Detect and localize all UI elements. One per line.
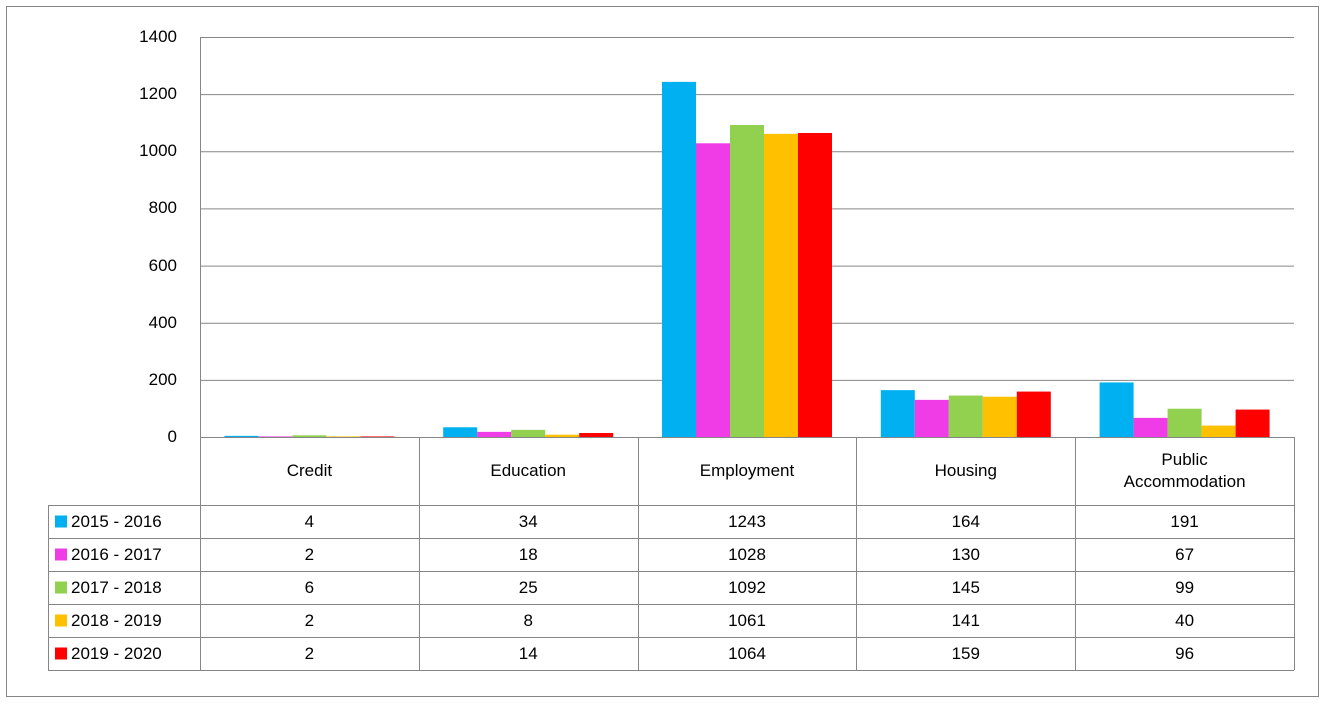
y-tick-label: 800 <box>148 198 177 218</box>
bar <box>579 433 614 437</box>
bar <box>545 434 580 437</box>
bar <box>224 435 259 437</box>
y-tick-label: 1000 <box>139 141 177 161</box>
table-value: 1243 <box>728 511 766 531</box>
bar <box>696 143 730 438</box>
y-tick-label: 600 <box>148 255 177 275</box>
bar <box>948 395 983 437</box>
category-header: Education <box>490 461 566 480</box>
legend-label: 2019 - 2020 <box>71 643 162 663</box>
bar <box>326 436 361 437</box>
table-value: 2 <box>304 643 315 663</box>
bar <box>798 133 832 437</box>
bar <box>764 133 798 437</box>
legend-key <box>55 614 67 627</box>
bar <box>1016 391 1051 437</box>
table-value: 4 <box>304 511 315 531</box>
table-value: 130 <box>951 544 980 564</box>
table-value: 2 <box>304 544 315 564</box>
bar <box>292 435 327 437</box>
table-value: 141 <box>951 610 980 630</box>
table-value: 1061 <box>728 610 766 630</box>
bar <box>914 399 949 437</box>
bar <box>982 396 1017 437</box>
category-header: Credit <box>286 461 333 480</box>
y-tick-label: 1200 <box>139 84 177 104</box>
table-value: 159 <box>951 643 980 663</box>
table-value: 25 <box>518 577 538 597</box>
bar <box>730 125 764 437</box>
bar <box>1201 425 1236 437</box>
bar <box>1099 382 1134 437</box>
table-value: 96 <box>1175 643 1195 663</box>
bar <box>1133 417 1168 437</box>
bar <box>360 436 395 437</box>
y-tick-label: 1400 <box>139 27 177 46</box>
bar <box>1235 409 1270 437</box>
table-value: 40 <box>1175 610 1195 630</box>
y-tick-label: 0 <box>167 427 177 446</box>
legend-label: 2017 - 2018 <box>71 577 162 597</box>
bar <box>662 81 696 437</box>
table-value: 1028 <box>728 544 766 564</box>
table-value: 6 <box>304 577 315 597</box>
legend-key <box>55 647 67 660</box>
table-value: 191 <box>1170 511 1199 531</box>
table-value: 8 <box>523 610 533 630</box>
category-header: Employment <box>699 461 795 480</box>
legend-label: 2015 - 2016 <box>71 511 162 531</box>
y-tick-label: 400 <box>148 312 177 332</box>
bar <box>511 429 546 437</box>
legend-label: 2016 - 2017 <box>71 544 162 564</box>
legend-label: 2018 - 2019 <box>71 610 162 630</box>
legend-key <box>55 515 67 528</box>
table-value: 18 <box>518 544 538 564</box>
table-value: 1064 <box>728 643 766 663</box>
bar <box>1167 408 1202 437</box>
category-header: Housing <box>934 461 997 480</box>
bar <box>880 390 915 437</box>
y-tick-label: 200 <box>148 369 177 389</box>
legend-key <box>55 548 67 561</box>
table-value: 99 <box>1175 577 1195 597</box>
table-value: 2 <box>304 610 315 630</box>
legend-key <box>55 581 67 594</box>
bar <box>258 436 293 437</box>
table-value: 14 <box>518 643 538 663</box>
table-value: 34 <box>518 511 538 531</box>
table-value: 67 <box>1175 544 1195 564</box>
table-value: 164 <box>951 511 980 531</box>
bar <box>477 431 512 437</box>
table-value: 145 <box>951 577 980 597</box>
bar <box>443 427 478 437</box>
table-value: 1092 <box>728 577 766 597</box>
category-header: Public Accommodation <box>1123 450 1246 491</box>
